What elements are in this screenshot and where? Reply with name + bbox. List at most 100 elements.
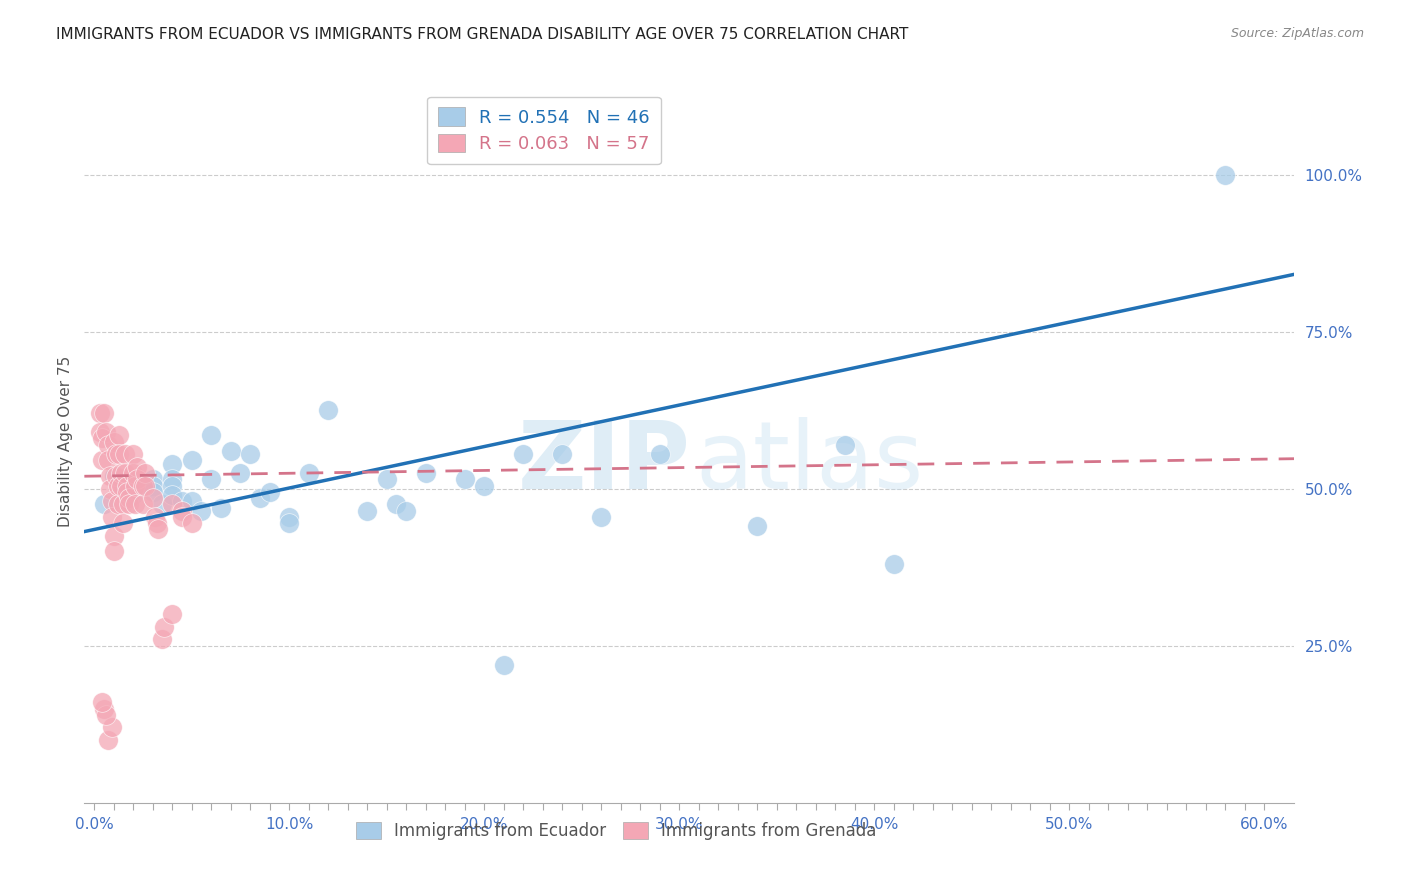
Point (104, 447, 127, 461)
Point (134, 466, 156, 480)
Point (648, 447, 671, 461)
Point (94, 425, 117, 439)
Text: ZIP: ZIP (517, 417, 690, 509)
Point (103, 469, 125, 483)
Point (98, 469, 121, 483)
Point (472, 478, 495, 492)
Point (100, 510, 122, 524)
Point (132, 497, 155, 511)
Point (104, 469, 127, 483)
Point (118, 497, 141, 511)
Legend: Immigrants from Ecuador, Immigrants from Grenada: Immigrants from Ecuador, Immigrants from… (347, 814, 886, 848)
Point (492, 657, 515, 672)
Point (122, 466, 145, 480)
Point (142, 491, 165, 505)
Point (107, 497, 129, 511)
Point (93, 406, 115, 420)
Point (142, 484, 165, 499)
Point (97, 438, 120, 452)
Point (122, 488, 145, 502)
Point (200, 472, 222, 486)
Point (415, 466, 437, 480)
Point (160, 488, 183, 502)
Point (209, 500, 232, 515)
Point (551, 447, 574, 461)
Point (375, 472, 398, 486)
Point (1213, 168, 1236, 182)
Point (122, 475, 145, 490)
Point (229, 466, 252, 480)
Point (278, 516, 301, 531)
Point (107, 478, 129, 492)
Point (110, 478, 132, 492)
Point (239, 447, 262, 461)
Point (93, 497, 115, 511)
Point (219, 444, 242, 458)
Point (180, 453, 202, 467)
Point (117, 478, 139, 492)
Point (170, 503, 193, 517)
Point (98, 482, 121, 496)
Point (512, 447, 534, 461)
Point (124, 478, 146, 492)
Point (453, 472, 475, 486)
Point (117, 484, 139, 499)
Point (145, 516, 167, 531)
Point (150, 632, 173, 647)
Point (89, 425, 111, 439)
Point (160, 607, 183, 622)
Point (110, 466, 132, 480)
Point (142, 478, 165, 492)
Point (160, 478, 183, 492)
Point (385, 497, 408, 511)
Point (132, 478, 155, 492)
Point (160, 497, 183, 511)
Point (153, 620, 176, 634)
Point (103, 434, 125, 449)
Text: IMMIGRANTS FROM ECUADOR VS IMMIGRANTS FROM GRENADA DISABILITY AGE OVER 75 CORREL: IMMIGRANTS FROM ECUADOR VS IMMIGRANTS FR… (56, 27, 908, 42)
Point (200, 428, 222, 442)
Point (93, 701, 115, 715)
Point (125, 472, 148, 486)
Point (90, 453, 112, 467)
Point (112, 497, 135, 511)
Point (170, 494, 193, 508)
Point (132, 478, 155, 492)
Point (143, 510, 166, 524)
Point (180, 516, 202, 531)
Y-axis label: Disability Age Over 75: Disability Age Over 75 (58, 356, 73, 527)
Point (108, 447, 131, 461)
Point (114, 466, 136, 480)
Point (90, 431, 112, 445)
Point (249, 491, 271, 505)
Point (122, 447, 145, 461)
Point (180, 494, 202, 508)
Point (356, 503, 378, 517)
Point (190, 503, 212, 517)
Point (278, 510, 301, 524)
Point (142, 472, 165, 486)
Point (150, 497, 173, 511)
Point (97, 733, 120, 747)
Point (118, 491, 141, 505)
Point (108, 428, 131, 442)
Point (112, 478, 135, 492)
Point (298, 466, 321, 480)
Point (883, 557, 905, 571)
Point (89, 406, 111, 420)
Point (103, 544, 125, 558)
Point (100, 494, 122, 508)
Point (94, 707, 117, 722)
Point (124, 497, 146, 511)
Point (591, 510, 613, 524)
Point (100, 720, 122, 734)
Point (747, 519, 769, 533)
Point (259, 484, 281, 499)
Point (97, 453, 120, 467)
Point (125, 459, 148, 474)
Point (103, 529, 125, 543)
Point (395, 503, 418, 517)
Point (316, 403, 339, 417)
Point (160, 457, 183, 471)
Point (834, 438, 856, 452)
